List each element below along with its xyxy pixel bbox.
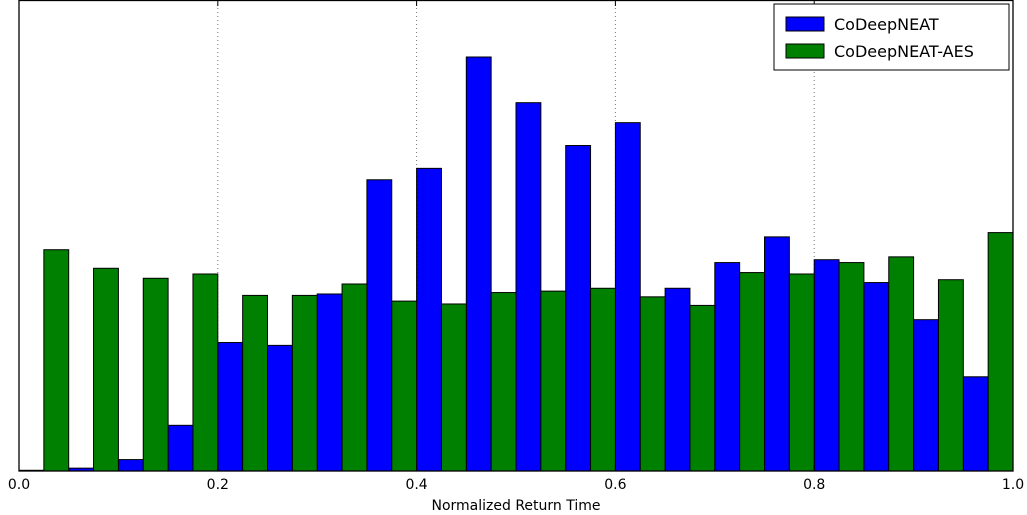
bar-codeepneat [465,56,492,472]
bar-codeepneat [863,282,890,472]
bar-codeepneat-aes [590,287,616,472]
x-tick-label: 0.0 [8,477,30,493]
bar-codeepneat-aes [391,300,418,472]
bar-codeepneat [316,293,343,472]
bar-codeepneat [714,262,741,472]
bar-codeepneat-aes [490,292,517,472]
bar-codeepneat [267,344,293,472]
bar-codeepneat-aes [192,273,219,472]
bar-codeepneat [962,376,989,472]
x-tick-label: 1.0 [1002,477,1024,493]
legend-swatch [785,43,825,59]
bar-codeepneat-aes [242,294,268,472]
bar-codeepneat-aes [440,303,467,472]
bar-codeepneat [664,287,691,472]
x-tick-label: 0.8 [803,477,825,493]
bar-codeepneat [416,167,442,472]
bar-codeepneat [515,102,542,472]
bar-codeepneat-aes [788,273,815,472]
x-tick-label: 0.4 [405,477,427,493]
plot-frame [18,0,1014,472]
bar-codeepneat-aes [142,277,169,472]
bar-codeepneat-aes [937,279,964,472]
bar-codeepneat-aes [43,249,70,472]
bar-codeepneat-aes [838,262,865,472]
x-tick-label: 0.2 [207,477,229,493]
bar-codeepneat [167,424,194,472]
bar-codeepneat [217,342,244,472]
legend-label: CoDeepNEAT [834,15,939,34]
legend-label: CoDeepNEAT-AES [834,42,974,61]
bar-codeepneat [764,236,790,472]
bar-codeepneat-aes [291,294,318,472]
bar-codeepneat [913,319,939,472]
bar-codeepneat [117,459,144,472]
legend: CoDeepNEAT CoDeepNEAT-AES [773,3,1010,71]
bar-codeepneat-aes [341,283,368,472]
bar-codeepneat [813,259,840,472]
x-axis-label: Normalized Return Time [431,498,600,514]
bar-codeepneat-aes [540,290,567,472]
bar-codeepneat [366,179,393,472]
bar-codeepneat-aes [689,304,716,472]
bar-codeepneat [614,122,641,472]
legend-box [773,3,1010,71]
bar-codeepneat-aes [93,267,119,472]
x-axis-ticks: 0.0 0.2 0.4 0.6 0.8 1.0 [8,0,1024,493]
bars [18,56,1014,472]
bar-codeepneat-aes [639,296,666,472]
bar-codeepneat-aes [739,272,766,472]
x-tick-label: 0.6 [604,477,626,493]
bar-codeepneat-aes [987,232,1014,472]
legend-swatch [785,16,825,32]
bar-codeepneat-aes [888,256,915,472]
bar-codeepneat [565,145,592,472]
